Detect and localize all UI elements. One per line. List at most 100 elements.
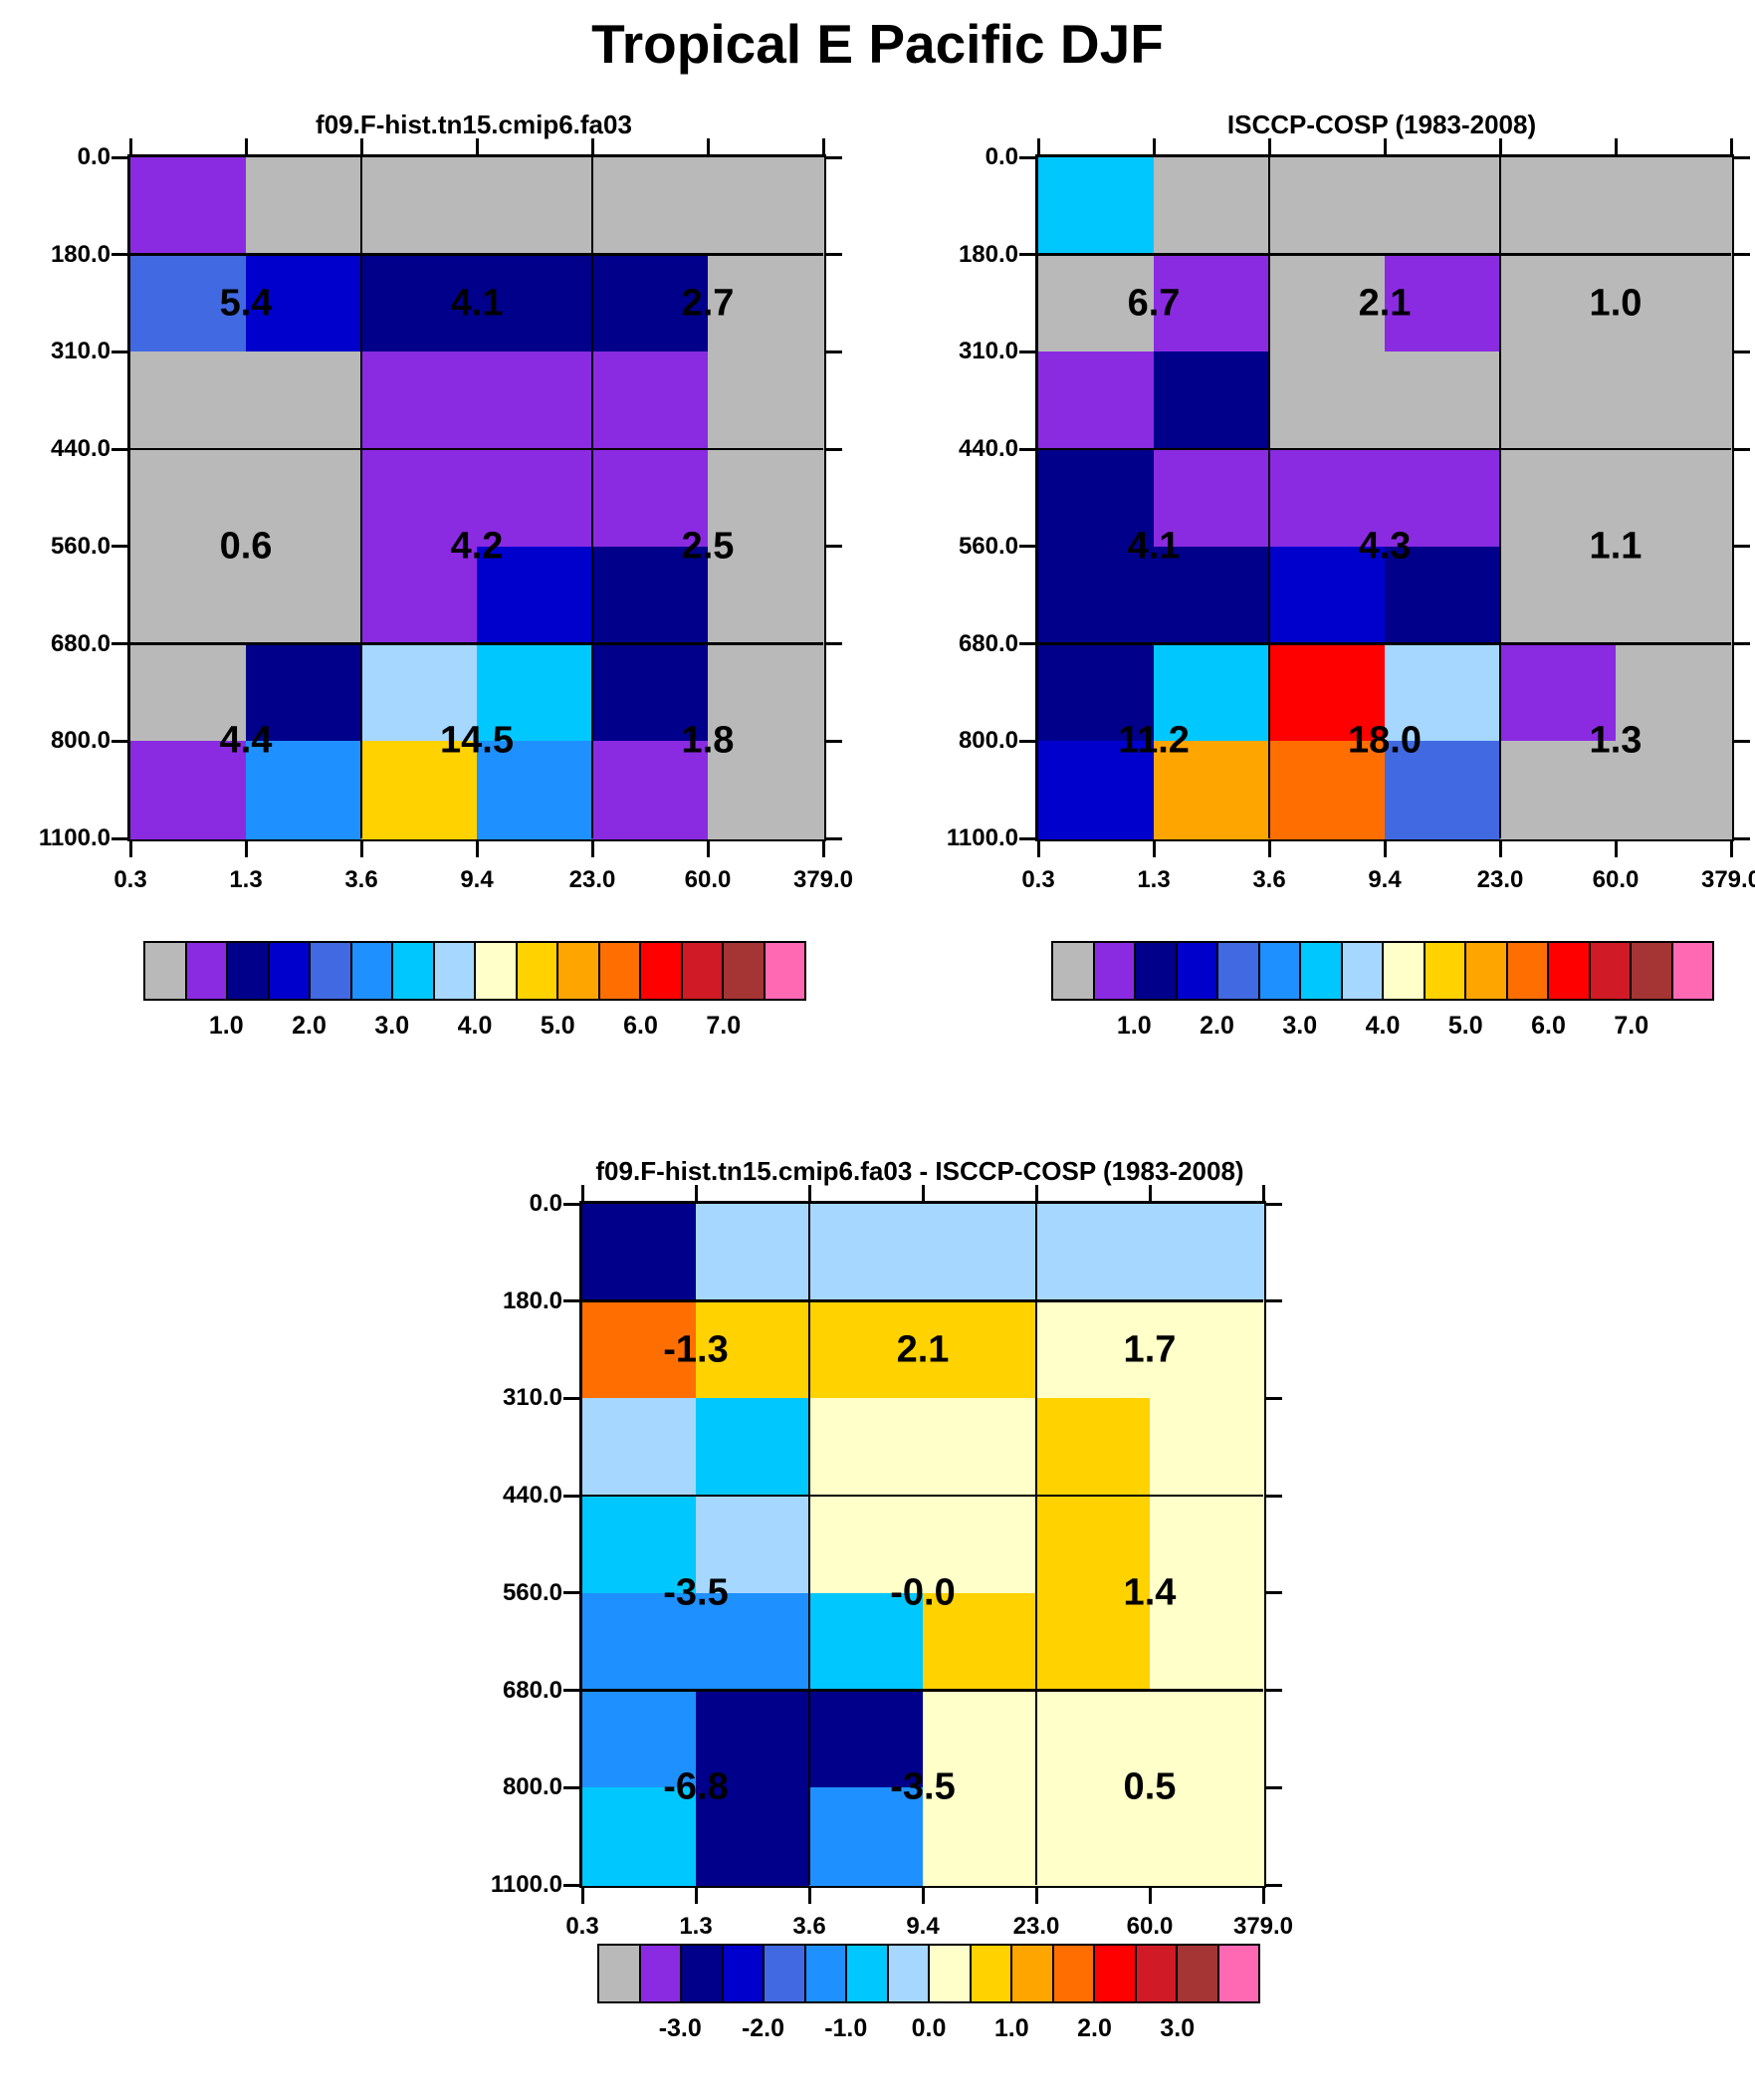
y-axis-tick-label: 800.0 [502,1773,562,1801]
heatmap-cell [130,546,247,645]
axis-tick-right [1266,1689,1282,1693]
heatmap-cell [1038,449,1155,548]
heatmap-cell [246,351,362,450]
colorbar-segment [930,1946,972,2001]
axis-tick-bottom [694,1888,698,1904]
colorbar-tick-label: 3.0 [1282,1012,1318,1040]
colorbar-tick-label: 4.0 [457,1012,493,1040]
axis-tick-right [1734,739,1750,743]
colorbar-tick-label: 1.0 [1116,1012,1152,1040]
y-axis-tick-label: 0.0 [985,143,1018,170]
x-axis-tick-label: 1.3 [679,1913,713,1940]
heatmap-cell [696,1592,810,1692]
axis-tick-left [1019,642,1035,646]
heatmap-cell [1150,1204,1264,1302]
heatmap-cell [1038,741,1155,839]
x-axis-tick-label: 1.3 [1137,866,1171,893]
axis-tick-top [1261,1185,1265,1201]
axis-tick-bottom [1498,841,1502,857]
heatmap-cell [809,1204,924,1302]
heatmap-cell [582,1690,697,1788]
colorbar-segment [1053,943,1095,999]
value-annotation: 4.4 [219,719,273,762]
y-axis-tick-label: 440.0 [502,1482,562,1510]
colorbar-segment [1218,943,1260,999]
colorbar-tick-label: 4.0 [1365,1012,1401,1040]
x-axis-tick-label: 379.0 [1232,1913,1294,1940]
colorbar-segment [1384,943,1426,999]
heatmap-cell [1154,546,1270,645]
y-axis-tick-label: 800.0 [958,727,1018,755]
axis-tick-top [1267,138,1271,154]
heatmap-cell [708,449,824,548]
y-axis-tick-label: 680.0 [958,629,1018,657]
value-annotation: 2.1 [1358,282,1412,325]
heatmap-cell [592,741,709,839]
heatmap-plot: -1.3 2.1 1.7 -3.5 -0.0 1.4 -6.8 -3.5 0.5 [563,1185,1282,1904]
colorbar-segment [971,1946,1012,2001]
axis-tick-right [1734,836,1750,840]
colorbar-segment [682,943,724,999]
heatmap-cell [592,546,709,645]
heatmap-cell [130,351,247,450]
axis-tick-bottom [1267,841,1271,857]
heatmap-cell [592,449,709,548]
heatmap-cell [477,546,593,645]
axis-tick-bottom [1148,1888,1152,1904]
heatmap-cell [923,1496,1037,1594]
axis-tick-top [821,138,825,154]
y-axis-tick-label: 1100.0 [38,824,110,851]
heatmap-cell [1616,449,1732,548]
heatmap-cell [582,1496,697,1594]
colorbar [143,941,806,1001]
colorbar-segment [1136,943,1178,999]
axis-tick-top [1498,138,1502,154]
heatmap-cell [1269,741,1386,839]
heatmap-cell [1036,1398,1151,1497]
axis-tick-right [1734,447,1750,451]
axis-tick-top [1034,1185,1038,1201]
colorbar-segment [1136,1946,1178,2001]
colorbar-segment [1012,1946,1054,2001]
heatmap-cell [696,1300,810,1400]
heatmap-cell [246,643,362,742]
colorbar-segment [1632,943,1673,999]
colorbar-segment [1507,943,1549,999]
value-annotation: -1.3 [663,1328,729,1371]
value-annotation: 4.1 [450,282,504,325]
axis-tick-top [1148,1185,1152,1201]
heatmap-cell [477,741,593,839]
colorbar-segment [724,943,766,999]
axis-tick-bottom [475,841,479,857]
axis-tick-left [563,1494,579,1498]
heatmap-cell [246,254,362,353]
value-annotation: -3.5 [890,1765,956,1808]
colorbar-segment [765,1946,806,2001]
axis-tick-right [1266,1202,1282,1206]
x-axis-tick-label: 23.0 [1012,1913,1060,1940]
heatmap-cell [1150,1787,1264,1886]
axis-tick-left [111,545,127,549]
y-axis-tick-label: 440.0 [958,435,1018,463]
heatmap-cell [809,1398,924,1497]
x-axis-tick-label: 60.0 [1126,1913,1174,1940]
axis-tick-top [1383,138,1387,154]
heatmap-cell [582,1787,697,1886]
axis-tick-bottom [706,841,710,857]
colorbar-segment [1259,943,1301,999]
grid-line-horizontal [130,447,823,451]
heatmap-cell [246,546,362,645]
axis-tick-top [921,1185,925,1201]
heatmap-cell [1154,351,1270,450]
axis-tick-bottom [1383,841,1387,857]
axis-tick-bottom [1036,841,1040,857]
value-annotation: 11.2 [1118,719,1190,762]
x-axis-tick-label: 60.0 [684,866,732,893]
y-axis-tick-label: 0.0 [529,1190,562,1217]
heatmap-cell [708,254,824,353]
colorbar-segment [228,943,270,999]
axis-tick-left [111,253,127,257]
heatmap-cell [361,157,478,256]
heatmap-cell [1616,741,1732,839]
